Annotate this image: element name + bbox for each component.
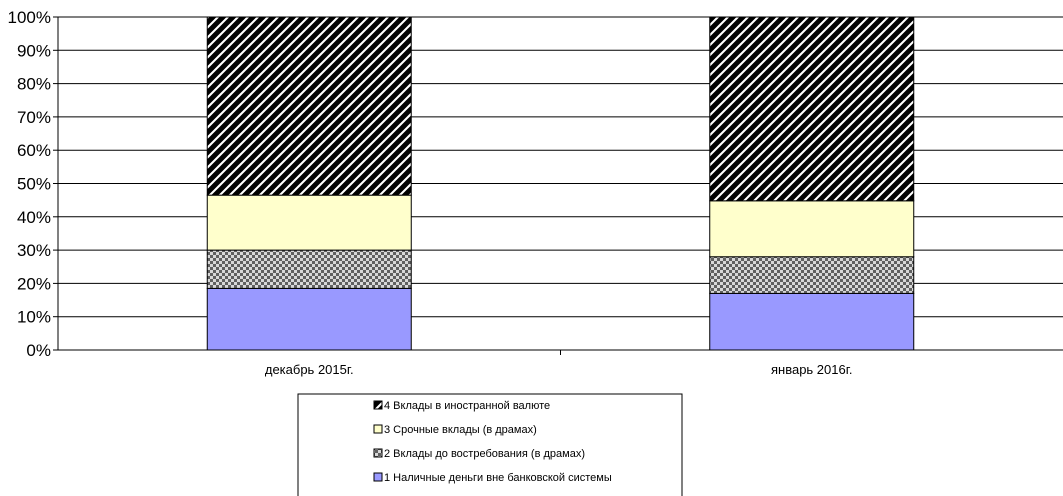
bar-segment-series-1 (206, 287, 412, 351)
y-tick-label: 80% (17, 75, 51, 94)
bar-segment-series-1 (709, 292, 915, 351)
bar-segment-series-2 (206, 249, 412, 289)
y-tick-label: 10% (17, 308, 51, 327)
y-tick-label: 50% (17, 175, 51, 194)
legend-swatch (373, 424, 383, 434)
legend-label: 3 Срочные вклады (в драмах) (384, 424, 537, 436)
y-tick-label: 70% (17, 108, 51, 127)
bar-segment-series-3 (206, 194, 412, 251)
y-tick-label: 20% (17, 274, 51, 293)
y-tick-label: 100% (8, 8, 51, 27)
bar-segment-series-3 (709, 200, 915, 258)
y-tick-label: 60% (17, 141, 51, 160)
bar-segment-series-4 (709, 16, 915, 202)
y-tick-label: 30% (17, 241, 51, 260)
legend-swatch (373, 400, 383, 410)
legend-label: 2 Вклады до востребования (в драмах) (384, 448, 585, 460)
y-tick-label: 0% (26, 341, 51, 360)
legend-swatch (373, 448, 383, 458)
y-tick-label: 40% (17, 208, 51, 227)
x-category-label: декабрь 2015г. (265, 362, 354, 377)
legend-box (297, 393, 683, 496)
legend-swatch (373, 472, 383, 482)
legend-label: 1 Наличные деньги вне банковской системы (384, 472, 612, 484)
y-tick-label: 90% (17, 41, 51, 60)
legend-label: 4 Вклады в иностранной валюте (384, 400, 550, 412)
bar-segment-series-4 (206, 16, 412, 196)
x-category-label: январь 2016г. (771, 362, 853, 377)
bar-segment-series-2 (709, 256, 915, 294)
